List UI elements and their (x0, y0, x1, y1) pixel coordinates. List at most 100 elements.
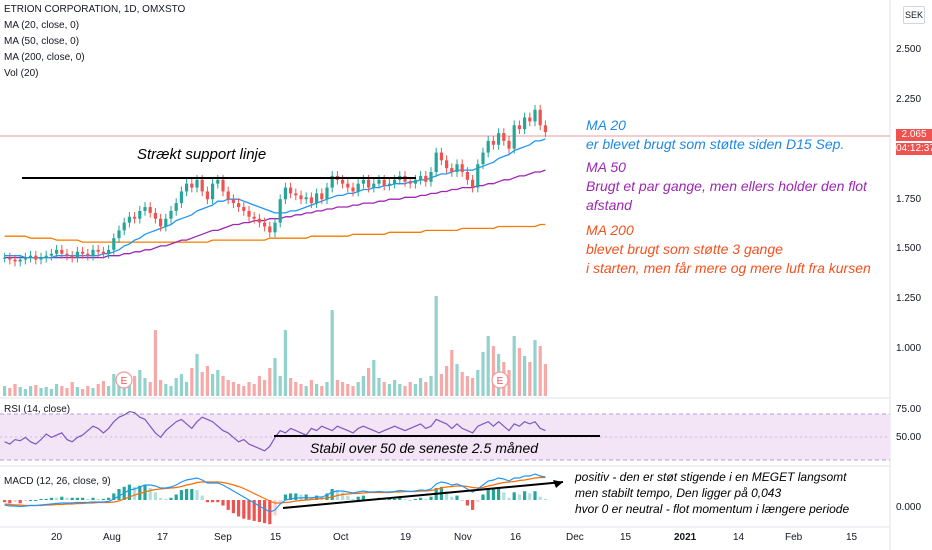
candle-body (471, 179, 475, 188)
candle-body (231, 199, 235, 204)
macd-histogram-bar (226, 500, 230, 510)
macd-histogram-bar (49, 497, 53, 500)
candle-body (523, 117, 527, 130)
earnings-marker-1[interactable]: E (115, 371, 133, 389)
macd-legend[interactable]: MACD (12, 26, close, 9) (4, 476, 111, 487)
countdown-tag: 04:12:37 (896, 143, 932, 155)
macd-histogram-bar (159, 497, 163, 500)
candle-body (252, 216, 256, 219)
ma20-legend[interactable]: MA (20, close, 0) (4, 20, 80, 31)
macd-histogram-bar (403, 498, 407, 500)
volume-bar (460, 372, 464, 396)
time-tick: Nov (454, 532, 472, 543)
candle-body (356, 183, 360, 192)
macd-histogram-bar (8, 500, 12, 504)
macd-histogram-bar (393, 498, 397, 500)
volume-bar (112, 374, 116, 396)
candle-body (221, 179, 225, 192)
last-price-tag: 2.065 (896, 129, 932, 141)
volume-bar (122, 382, 126, 396)
currency-button[interactable]: SEK (903, 6, 925, 24)
candle-body (81, 251, 85, 254)
ma20-annotation-text: er blevet brugt som støtte siden D15 Sep… (586, 136, 845, 152)
candle-body (309, 197, 313, 204)
candle-body (294, 193, 298, 196)
candle-body (455, 164, 459, 172)
macd-histogram-bar (523, 491, 527, 500)
candle-body (486, 140, 490, 153)
candles (3, 104, 547, 267)
volume-bar (278, 376, 282, 396)
macd-trend-line[interactable] (282, 481, 564, 509)
candle-body (247, 210, 251, 217)
macd-histogram-bar (491, 489, 495, 500)
candle-body (127, 216, 131, 223)
macd-histogram-bar (294, 493, 298, 500)
earnings-marker-2[interactable]: E (491, 371, 509, 389)
ma200-annotation-text-2: i starten, men får mere og mere luft fra… (586, 260, 871, 276)
time-tick: 20 (51, 532, 63, 543)
time-tick: Feb (785, 532, 803, 543)
volume-bar (211, 374, 215, 396)
price-tick: 1.250 (896, 293, 922, 304)
macd-histogram-bar (86, 498, 90, 500)
volume-bar (231, 382, 235, 396)
volume-bar (512, 336, 516, 396)
macd-histogram-bar (356, 496, 360, 500)
price-tick: 2.250 (896, 94, 922, 105)
macd-histogram-bar (23, 500, 27, 502)
macd-histogram-bar (70, 497, 74, 500)
rsi-annotation: Stabil over 50 de seneste 2.5 måned (310, 440, 539, 456)
volume-bar (351, 386, 355, 396)
macd-histogram-bar (231, 500, 235, 514)
price-tick: 1.750 (896, 194, 922, 205)
macd-histogram-bar (169, 497, 173, 500)
volume-bar (153, 330, 157, 396)
macd-histogram-bar (481, 494, 485, 500)
volume-bar (471, 378, 475, 396)
candle-body (13, 259, 17, 262)
volume-bar (138, 370, 142, 396)
volume-bar (523, 356, 527, 396)
candle-body (55, 249, 59, 254)
candle-body (3, 257, 7, 259)
macd-histogram-bar (153, 492, 157, 500)
candle-body (543, 125, 547, 133)
time-tick: Oct (333, 532, 349, 543)
rsi-legend[interactable]: RSI (14, close) (4, 404, 71, 415)
volume-bar (257, 376, 261, 396)
macd-histogram-bar (330, 489, 334, 500)
macd-histogram-bar (387, 498, 391, 500)
candle-body (174, 203, 178, 211)
macd-histogram-bar (195, 490, 199, 500)
volume-bar (533, 340, 537, 396)
volume-bar (413, 384, 417, 396)
macd-histogram-bar (65, 497, 69, 500)
time-tick: Aug (103, 532, 121, 543)
volume-legend[interactable]: Vol (20) (4, 68, 39, 79)
volume-bar (465, 376, 469, 396)
candle-body (304, 197, 308, 200)
macd-histogram-bar (325, 493, 329, 500)
ma50-legend[interactable]: MA (50, close, 0) (4, 36, 80, 47)
volume-bar (96, 384, 100, 396)
volume-bar (75, 387, 79, 396)
macd-histogram-bar (185, 489, 189, 500)
candle-body (112, 238, 116, 250)
macd-annotation-2: men stabilt tempo, Den ligger på 0,043 (575, 486, 782, 500)
macd-histogram-bar (538, 496, 542, 500)
price-tick: 2.500 (896, 44, 922, 55)
volume-bar (247, 382, 251, 396)
macd-histogram-bar (242, 500, 246, 519)
volume-bar (86, 386, 90, 396)
ma200-legend[interactable]: MA (200, close, 0) (4, 52, 85, 63)
candle-body (96, 249, 100, 252)
time-tick: 17 (157, 532, 169, 543)
macd-histogram-bar (117, 489, 121, 500)
macd-histogram-bar (179, 490, 183, 500)
candle-body (185, 183, 189, 192)
volume-bar (133, 376, 137, 396)
volume-bar (481, 352, 485, 396)
time-tick: 15 (620, 532, 632, 543)
